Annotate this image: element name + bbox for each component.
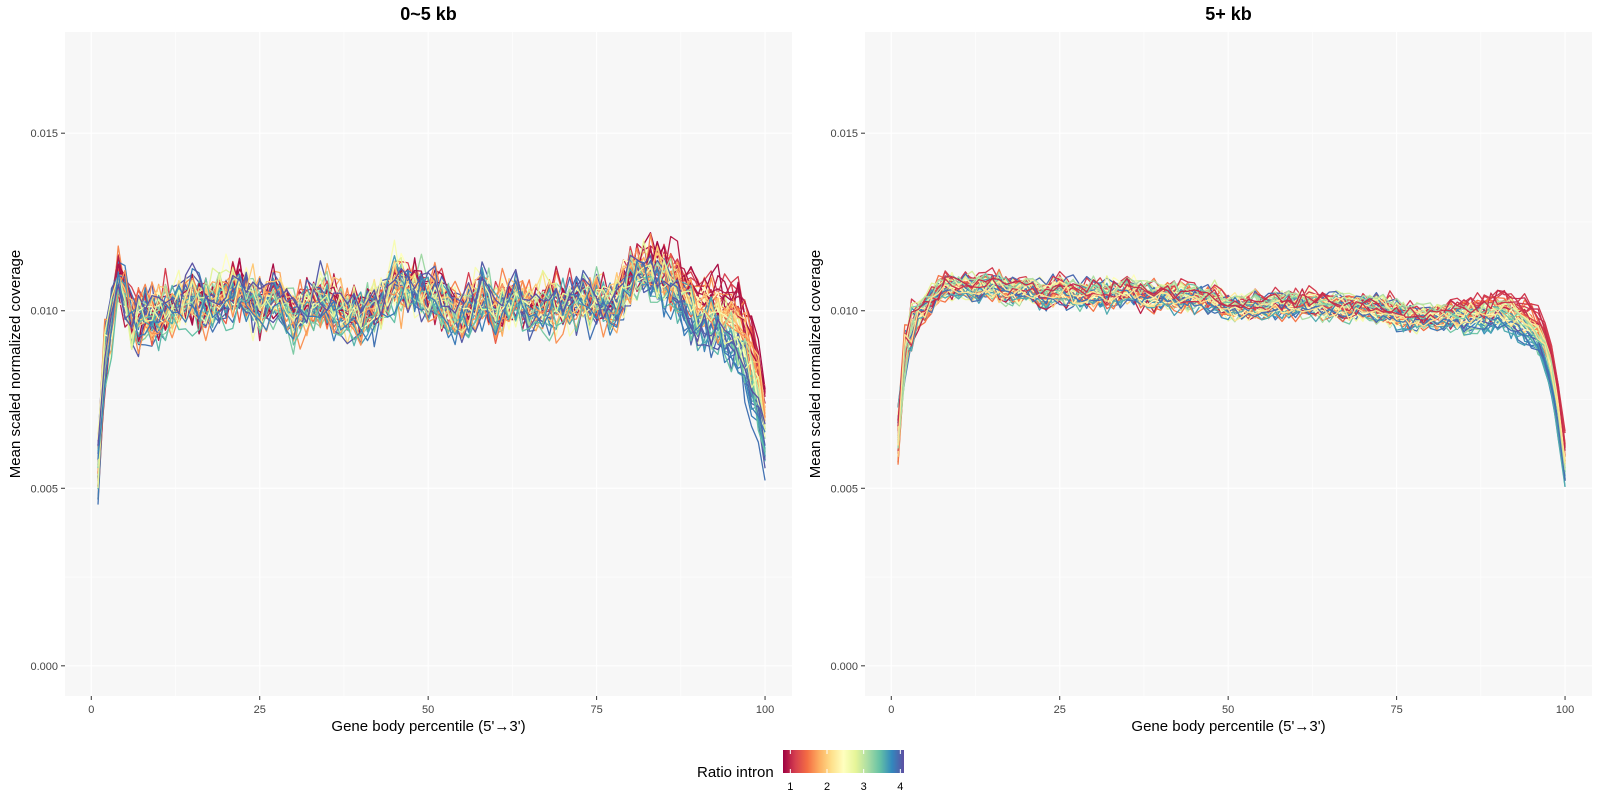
series-line: [897, 277, 1566, 449]
legend-ticks: 1 2 3 4: [787, 750, 903, 793]
y-tick-label: 0.010: [830, 306, 858, 318]
x-axis-title: Gene body percentile (5'→3'): [331, 718, 525, 735]
y-axis-title: Mean scaled normalized coverage: [7, 250, 24, 478]
x-axis-title: Gene body percentile (5'→3'): [1131, 718, 1325, 735]
color-legend: Ratio intron 1 2 3 4: [697, 750, 904, 793]
series-line: [97, 254, 766, 446]
legend-tick-label: 2: [824, 781, 830, 793]
y-tick-label: 0.005: [30, 483, 58, 495]
x-tick-label: 25: [254, 704, 266, 716]
y-tick-label: 0.000: [30, 661, 58, 673]
panel-title: 5+ kb: [1205, 4, 1252, 24]
series-line: [897, 283, 1566, 481]
x-tick-label: 50: [422, 704, 434, 716]
legend-tick-label: 3: [861, 781, 867, 793]
series-lines: [97, 231, 766, 505]
legend-colorbar: [783, 750, 904, 773]
y-tick-label: 0.005: [830, 483, 858, 495]
grid-lines: [865, 32, 1592, 696]
panel-title: 0~5 kb: [400, 4, 457, 24]
legend-tick-label: 4: [897, 781, 903, 793]
x-tick-label: 75: [1390, 704, 1402, 716]
x-tick-label: 0: [888, 704, 894, 716]
legend-title: Ratio intron: [697, 764, 774, 781]
y-tick-label: 0.010: [30, 306, 58, 318]
x-tick-label: 100: [756, 704, 774, 716]
axis-ticks: 0 25 50 75 100 0.000 0.005 0.010 0.015: [830, 128, 1574, 716]
x-tick-label: 50: [1222, 704, 1234, 716]
y-axis-title: Mean scaled normalized coverage: [807, 250, 824, 478]
series-lines: [897, 267, 1566, 488]
y-tick-label: 0.015: [830, 128, 858, 140]
series-line: [897, 274, 1566, 461]
series-line: [97, 260, 766, 459]
x-tick-label: 75: [590, 704, 602, 716]
panel-long-genes: 0 25 50 75 100 0.000 0.005 0.010 0.015 5+ kb Gen…: [807, 4, 1592, 735]
y-tick-label: 0.000: [830, 661, 858, 673]
series-line: [897, 276, 1566, 451]
x-tick-label: 25: [1054, 704, 1066, 716]
series-line: [897, 284, 1566, 464]
axis-ticks: 0 25 50 75 100 0.000 0.005 0.010 0.015: [30, 128, 774, 716]
series-line: [97, 235, 766, 487]
legend-tick-label: 1: [787, 781, 793, 793]
x-tick-label: 100: [1556, 704, 1574, 716]
x-tick-label: 0: [88, 704, 94, 716]
y-tick-label: 0.015: [30, 128, 58, 140]
panel-short-genes: 0 25 50 75 100 0.000 0.005 0.010 0.015 0~5 kb Ge…: [7, 4, 792, 735]
